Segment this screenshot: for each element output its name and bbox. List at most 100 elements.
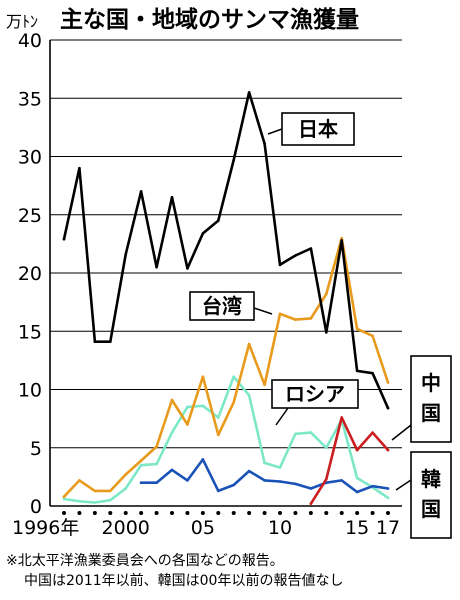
data-point <box>124 487 128 490</box>
series-label: 韓国 <box>421 467 441 521</box>
data-point <box>263 479 266 482</box>
data-point <box>355 448 359 452</box>
x-tick-mark <box>123 511 128 515</box>
data-point <box>170 468 174 472</box>
data-point <box>232 158 236 162</box>
y-tick-label: 5 <box>30 438 42 460</box>
data-point <box>108 498 112 502</box>
x-tick-mark <box>92 511 97 515</box>
data-point <box>386 448 390 452</box>
data-point <box>186 423 189 426</box>
x-tick-mark <box>62 511 66 515</box>
data-point <box>324 477 328 481</box>
data-point <box>340 239 344 242</box>
data-point <box>139 459 143 462</box>
y-tick-label: 0 <box>30 496 42 518</box>
label-leader-line <box>395 479 412 491</box>
x-tick-mark <box>185 511 190 515</box>
label-leader-line <box>253 307 273 315</box>
x-tick-mark <box>293 511 298 515</box>
data-point <box>170 195 174 199</box>
data-point <box>78 479 81 482</box>
series-label: ロシア <box>285 382 345 406</box>
data-point <box>294 318 297 321</box>
x-tick-mark <box>308 511 313 515</box>
data-point <box>355 476 359 480</box>
x-tick-mark <box>278 511 282 515</box>
data-point <box>371 431 374 434</box>
data-point <box>216 219 220 222</box>
data-point <box>108 489 112 493</box>
data-point <box>139 481 143 485</box>
data-point <box>170 398 174 402</box>
data-point <box>170 431 174 434</box>
y-tick-label: 25 <box>18 205 42 227</box>
data-point <box>263 383 266 387</box>
data-point <box>247 469 251 473</box>
series-lines <box>62 91 390 506</box>
y-tick-label: 40 <box>18 30 42 52</box>
data-point <box>201 458 205 461</box>
data-point <box>139 190 143 193</box>
data-point <box>324 292 328 296</box>
x-tick-mark <box>200 511 205 515</box>
y-tick-label: 20 <box>18 263 42 285</box>
x-tick-label: 2000 <box>102 517 150 539</box>
data-point <box>294 254 297 257</box>
data-point <box>386 487 390 490</box>
series-label-box <box>189 291 255 321</box>
x-tick-mark <box>370 511 375 515</box>
y-tick-label: 35 <box>18 88 42 110</box>
data-point <box>324 331 328 334</box>
y-axis-unit: 万ﾄﾝ <box>6 12 38 31</box>
data-point <box>93 340 97 344</box>
x-tick-mark <box>108 511 113 515</box>
data-point <box>309 502 313 505</box>
chart-title: 主な国・地域のサンマ漁獲量 <box>60 6 359 33</box>
data-point <box>355 327 359 331</box>
data-point <box>216 433 220 437</box>
data-point <box>278 466 282 469</box>
x-axis: 1996年 2000 05 10 15 17 <box>12 511 400 539</box>
data-point <box>340 479 344 482</box>
data-point <box>216 489 220 493</box>
data-point <box>324 446 328 450</box>
data-point <box>247 91 251 94</box>
data-point <box>355 369 359 373</box>
x-tick-mark <box>355 511 360 515</box>
x-tick-mark <box>77 511 82 515</box>
series-label: 中国 <box>421 371 441 425</box>
x-tick-mark <box>339 511 344 515</box>
data-point <box>278 312 282 316</box>
data-point <box>155 265 158 269</box>
x-tick-mark <box>154 511 159 515</box>
series-line <box>309 416 390 506</box>
x-tick-mark <box>324 511 329 515</box>
label-leader-line <box>391 424 412 441</box>
x-tick-label: 10 <box>268 517 292 539</box>
data-point <box>62 237 66 241</box>
series-label-box <box>410 355 452 443</box>
y-tick-label: 10 <box>18 380 42 402</box>
data-point <box>78 500 81 503</box>
data-point <box>62 497 66 501</box>
data-point <box>124 253 128 256</box>
series-line <box>62 236 390 499</box>
data-point <box>232 483 236 487</box>
footnote-line-2: 中国は2011年以前、韓国は00年以前の報告値なし <box>24 573 344 589</box>
y-axis-ticks: 0 5 10 15 20 25 30 35 40 <box>18 30 42 518</box>
x-tick-mark <box>231 511 236 515</box>
data-point <box>340 416 344 419</box>
data-point <box>155 481 158 485</box>
data-point <box>294 482 297 486</box>
series-label: 日本 <box>298 117 338 141</box>
y-tick-label: 30 <box>18 147 42 169</box>
series-label: 台湾 <box>202 294 242 318</box>
x-tick-mark <box>170 511 174 515</box>
data-point <box>201 404 205 408</box>
data-point <box>108 340 112 344</box>
data-point <box>201 375 205 378</box>
data-point <box>371 371 374 375</box>
data-point <box>386 496 390 500</box>
